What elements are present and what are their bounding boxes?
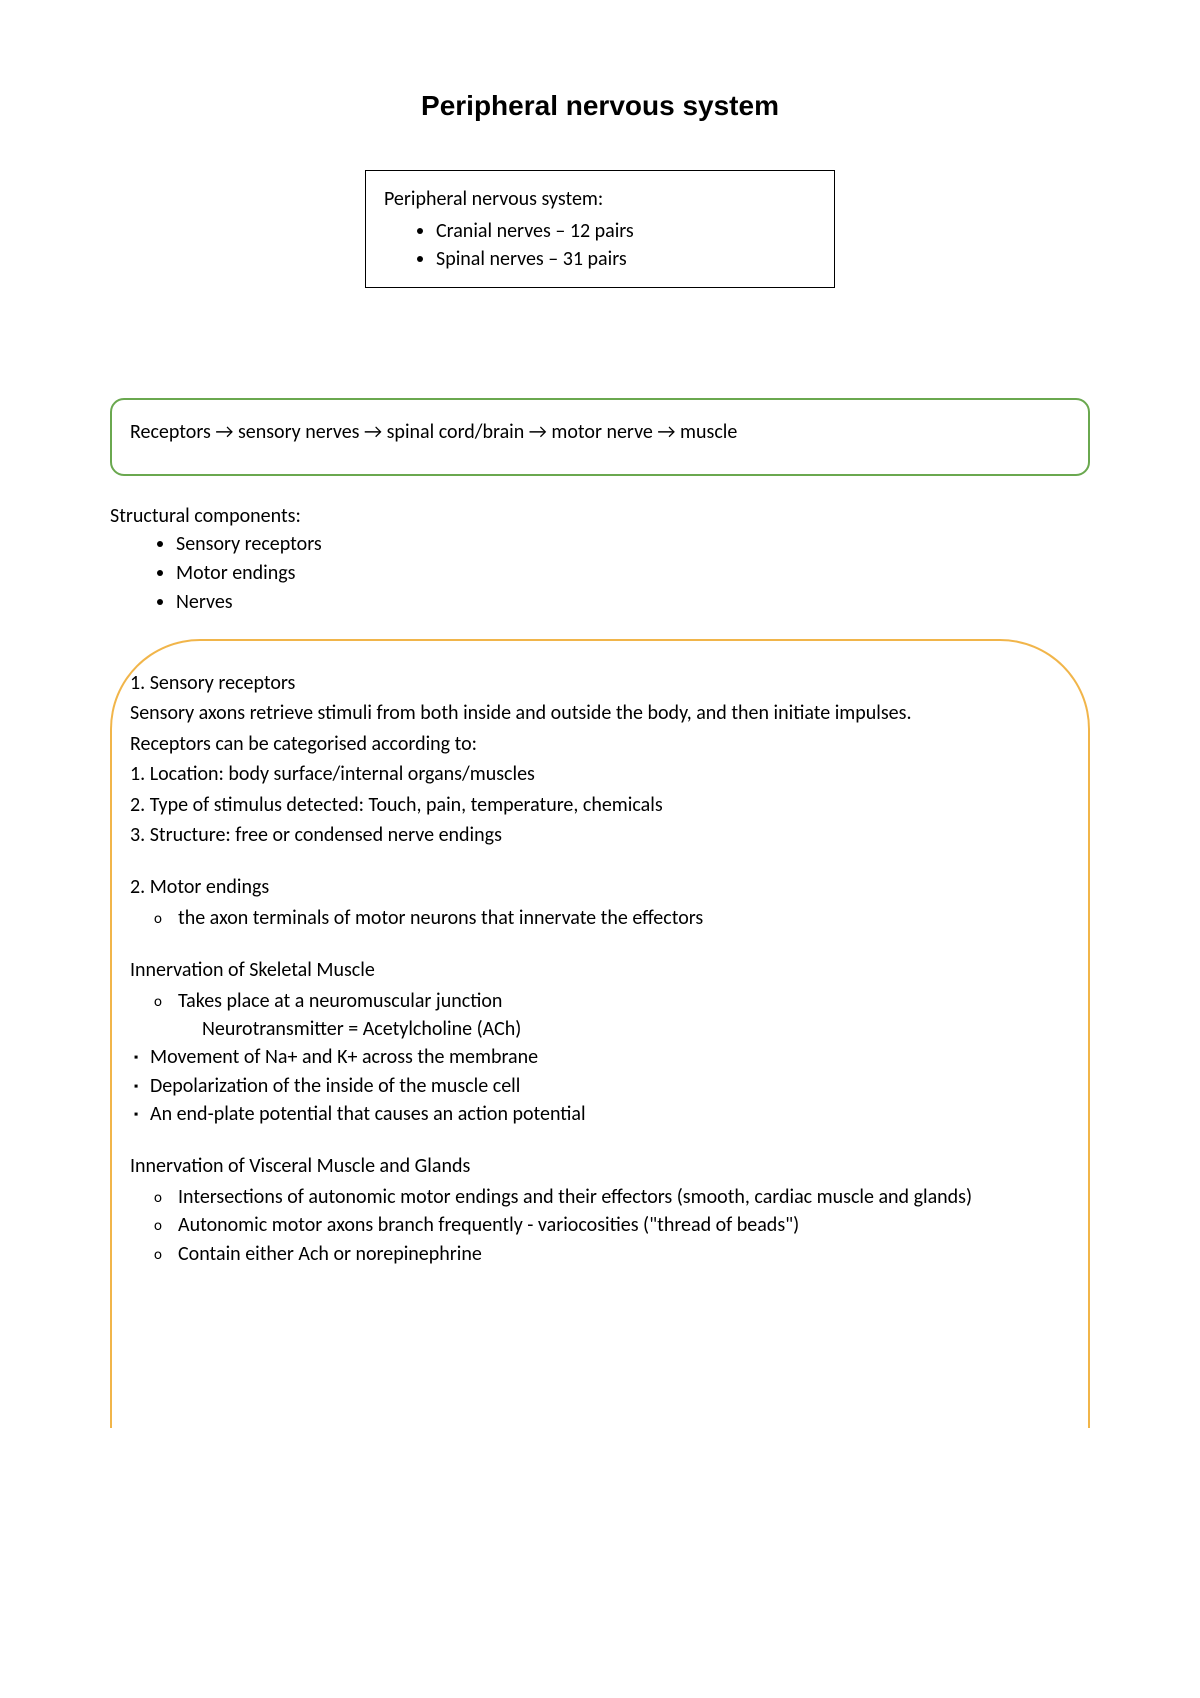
visceral-item: Autonomic motor axons branch frequently …: [178, 1211, 1070, 1239]
skeletal-square-list: Movement of Na+ and K+ across the membra…: [130, 1043, 1070, 1128]
skeletal-circle-list: Takes place at a neuromuscular junction …: [130, 987, 1070, 1044]
visceral-innervation-section: Innervation of Visceral Muscle and Gland…: [130, 1152, 1070, 1268]
motor-list: the axon terminals of motor neurons that…: [130, 904, 1070, 932]
sensory-text: Receptors can be categorised according t…: [130, 730, 1070, 758]
skeletal-sq-item: Movement of Na+ and K+ across the membra…: [134, 1043, 1070, 1071]
visceral-heading: Innervation of Visceral Muscle and Gland…: [130, 1152, 1070, 1180]
motor-endings-section: 2. Motor endings the axon terminals of m…: [130, 873, 1070, 932]
skeletal-sq-item: Depolarization of the inside of the musc…: [134, 1072, 1070, 1100]
pathway-flow-box: Receptors → sensory nerves → spinal cord…: [110, 398, 1090, 476]
visceral-item: Contain either Ach or norepinephrine: [178, 1240, 1070, 1268]
pns-box-heading: Peripheral nervous system:: [384, 185, 816, 213]
pns-box-list: Cranial nerves – 12 pairs Spinal nerves …: [384, 217, 816, 273]
visceral-item: Intersections of autonomic motor endings…: [178, 1183, 1070, 1211]
structural-item: Nerves: [176, 588, 1090, 617]
motor-heading: 2. Motor endings: [130, 873, 1070, 901]
pns-box-item: Spinal nerves – 31 pairs: [436, 245, 816, 273]
skeletal-innervation-section: Innervation of Skeletal Muscle Takes pla…: [130, 956, 1070, 1128]
sensory-heading: 1. Sensory receptors: [130, 669, 1070, 697]
sensory-category: 3. Structure: free or condensed nerve en…: [130, 821, 1070, 849]
pns-box-item: Cranial nerves – 12 pairs: [436, 217, 816, 245]
skeletal-subitem: Neurotransmitter = Acetylcholine (ACh): [178, 1015, 1070, 1043]
detail-region: 1. Sensory receptors Sensory axons retri…: [110, 639, 1090, 1428]
pns-definition-box: Peripheral nervous system: Cranial nerve…: [365, 170, 835, 288]
motor-item: the axon terminals of motor neurons that…: [178, 904, 1070, 932]
page-title: Peripheral nervous system: [110, 90, 1090, 122]
sensory-category: 2. Type of stimulus detected: Touch, pai…: [130, 791, 1070, 819]
structural-item: Sensory receptors: [176, 530, 1090, 559]
sensory-text: Sensory axons retrieve stimuli from both…: [130, 699, 1070, 727]
structural-heading: Structural components:: [110, 504, 1090, 528]
skeletal-sq-item: An end-plate potential that causes an ac…: [134, 1100, 1070, 1128]
structural-components-section: Structural components: Sensory receptors…: [110, 504, 1090, 617]
structural-item: Motor endings: [176, 559, 1090, 588]
pathway-flow-text: Receptors → sensory nerves → spinal cord…: [130, 420, 737, 444]
document-page: Peripheral nervous system Peripheral ner…: [0, 0, 1200, 1548]
skeletal-heading: Innervation of Skeletal Muscle: [130, 956, 1070, 984]
sensory-receptors-section: 1. Sensory receptors Sensory axons retri…: [130, 669, 1070, 849]
visceral-list: Intersections of autonomic motor endings…: [130, 1183, 1070, 1268]
sensory-category: 1. Location: body surface/internal organ…: [130, 760, 1070, 788]
structural-list: Sensory receptors Motor endings Nerves: [110, 530, 1090, 617]
skeletal-item: Takes place at a neuromuscular junction: [178, 987, 1070, 1015]
